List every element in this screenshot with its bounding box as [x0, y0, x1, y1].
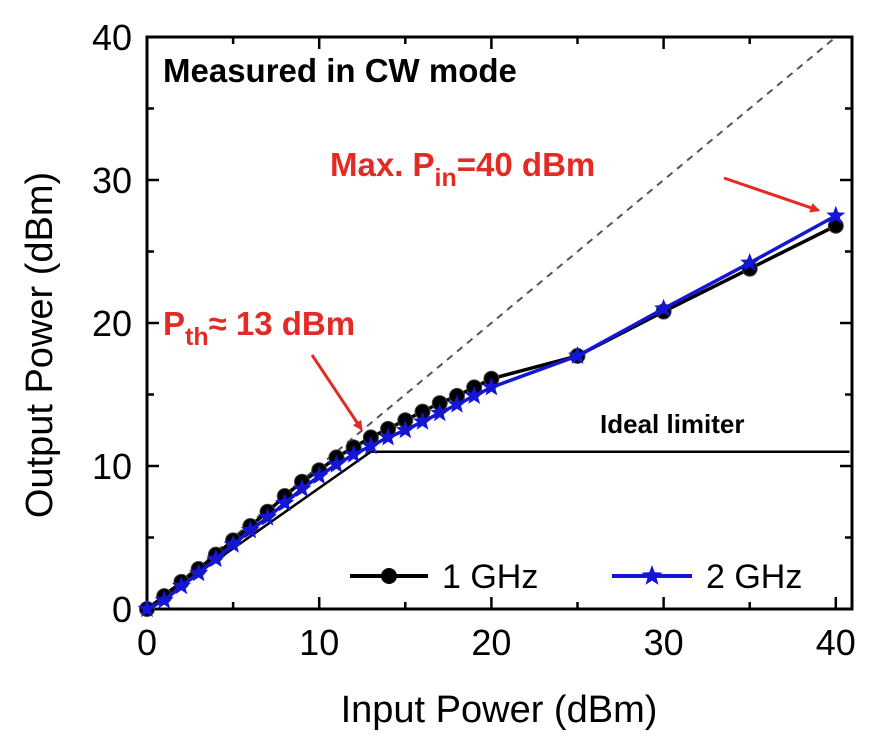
y-tick-label-0: 0 [112, 589, 132, 630]
max-pin-annotation: Max. Pin=40 dBm [330, 146, 595, 192]
legend-marker-1ghz [381, 568, 397, 584]
data-point [171, 576, 191, 595]
threshold-annotation: Pth≈ 13 dBm [163, 305, 355, 351]
x-axis-title: Input Power (dBm) [341, 689, 658, 731]
data-point [464, 385, 484, 404]
x-tick-label-20: 20 [471, 622, 511, 663]
threshold-suffix: ≈ 13 dBm [209, 305, 356, 342]
data-point [413, 411, 432, 430]
x-tick-label-0: 0 [137, 622, 157, 663]
legend-label-2ghz: 2 GHz [706, 558, 802, 596]
data-point [292, 478, 312, 497]
data-point [275, 493, 295, 512]
x-tick-label-40: 40 [816, 622, 856, 663]
max-pin-subscript: in [435, 164, 457, 192]
threshold-arrow [310, 354, 363, 431]
max-pin-arrow [723, 176, 821, 213]
data-point [654, 298, 674, 317]
y-tick-label-10: 10 [92, 446, 132, 487]
series-2-ghz [137, 205, 846, 618]
x-tick-label-10: 10 [299, 622, 339, 663]
data-point [258, 507, 278, 526]
threshold-prefix: P [163, 305, 185, 342]
data-point [447, 394, 467, 413]
ideal-limiter-label: Ideal limiter [600, 409, 745, 439]
legend-label-1ghz: 1 GHz [442, 558, 538, 596]
data-point [481, 377, 501, 396]
data-point [568, 345, 587, 364]
data-point [344, 444, 364, 463]
data-point [826, 205, 846, 224]
data-point [740, 252, 760, 271]
data-point [240, 520, 260, 539]
data-point [206, 549, 226, 567]
data-point [361, 436, 381, 455]
legend: 1 GHz 2 GHz [350, 558, 802, 596]
data-point [154, 590, 174, 609]
data-point [378, 427, 398, 446]
axis-ticks [145, 35, 852, 611]
data-point [223, 534, 243, 553]
data-point [430, 403, 450, 422]
data-point [137, 599, 157, 618]
x-tick-label-30: 30 [644, 622, 684, 663]
data-point [309, 466, 329, 485]
data-series [137, 205, 846, 618]
max-pin-prefix: Max. P [330, 146, 435, 183]
chart-title: Measured in CW mode [163, 52, 517, 89]
data-point [395, 420, 415, 439]
legend-marker-2ghz [641, 565, 663, 585]
y-tick-label-30: 30 [92, 160, 132, 201]
y-tick-label-20: 20 [92, 303, 132, 344]
threshold-subscript: th [185, 323, 209, 351]
data-point [189, 563, 209, 582]
axis-tick-labels: 0 10 20 30 40 0 10 20 30 40 [92, 17, 856, 663]
y-tick-label-40: 40 [92, 17, 132, 58]
data-point [326, 454, 346, 473]
max-pin-suffix: =40 dBm [457, 146, 595, 183]
y-axis-title: Output Power (dBm) [19, 172, 61, 518]
